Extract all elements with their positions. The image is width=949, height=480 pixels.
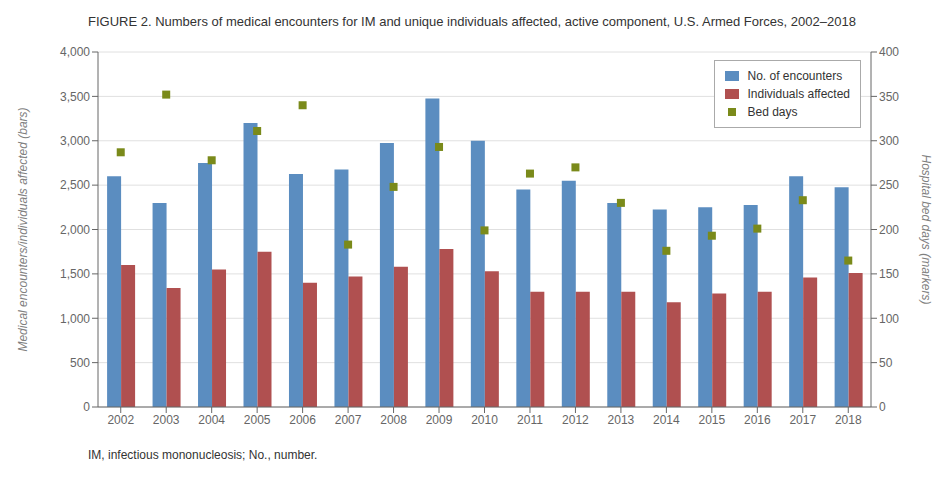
svg-text:2007: 2007 (335, 413, 362, 427)
svg-text:Medical encounters/individuals: Medical encounters/individuals affected … (16, 107, 30, 351)
svg-text:2013: 2013 (608, 413, 635, 427)
svg-text:500: 500 (70, 356, 90, 370)
html-text:No. of encounters: No. of encounters (747, 69, 843, 83)
svg-text:200: 200 (879, 223, 899, 237)
svg-text:350: 350 (879, 90, 899, 104)
svg-text:Hospital bed days (markers): Hospital bed days (markers) (919, 154, 933, 304)
svg-text:2017: 2017 (789, 413, 816, 427)
svg-text:2004: 2004 (198, 413, 225, 427)
svg-text:2014: 2014 (653, 413, 680, 427)
svg-text:2005: 2005 (244, 413, 271, 427)
svg-text:0: 0 (83, 400, 90, 414)
html-text:IM, infectious mononucleosis;: IM, infectious mononucleosis; No., numbe… (88, 448, 318, 462)
html-text:Individuals affected: Individuals affected (747, 87, 850, 101)
svg-text:2,500: 2,500 (60, 178, 90, 192)
svg-text:4,000: 4,000 (60, 45, 90, 59)
svg-text:100: 100 (879, 312, 899, 326)
svg-text:150: 150 (879, 267, 899, 281)
svg-text:400: 400 (879, 45, 899, 59)
svg-text:2010: 2010 (471, 413, 498, 427)
svg-text:2016: 2016 (744, 413, 771, 427)
svg-text:2003: 2003 (153, 413, 180, 427)
svg-text:1,500: 1,500 (60, 267, 90, 281)
svg-text:50: 50 (879, 356, 893, 370)
svg-text:300: 300 (879, 134, 899, 148)
svg-text:2015: 2015 (699, 413, 726, 427)
svg-text:2006: 2006 (289, 413, 316, 427)
svg-text:2,000: 2,000 (60, 223, 90, 237)
svg-text:2012: 2012 (562, 413, 589, 427)
svg-text:3,000: 3,000 (60, 134, 90, 148)
svg-text:2011: 2011 (517, 413, 543, 427)
svg-text:2002: 2002 (107, 413, 134, 427)
svg-text:2018: 2018 (835, 413, 862, 427)
html-text:FIGURE 2. Numbers of medical e: FIGURE 2. Numbers of medical encounters … (88, 14, 856, 29)
svg-text:0: 0 (879, 400, 886, 414)
svg-text:3,500: 3,500 (60, 90, 90, 104)
svg-text:2009: 2009 (426, 413, 453, 427)
svg-text:1,000: 1,000 (60, 312, 90, 326)
svg-text:2008: 2008 (380, 413, 407, 427)
svg-text:250: 250 (879, 178, 899, 192)
html-text:Bed days: Bed days (747, 105, 798, 119)
